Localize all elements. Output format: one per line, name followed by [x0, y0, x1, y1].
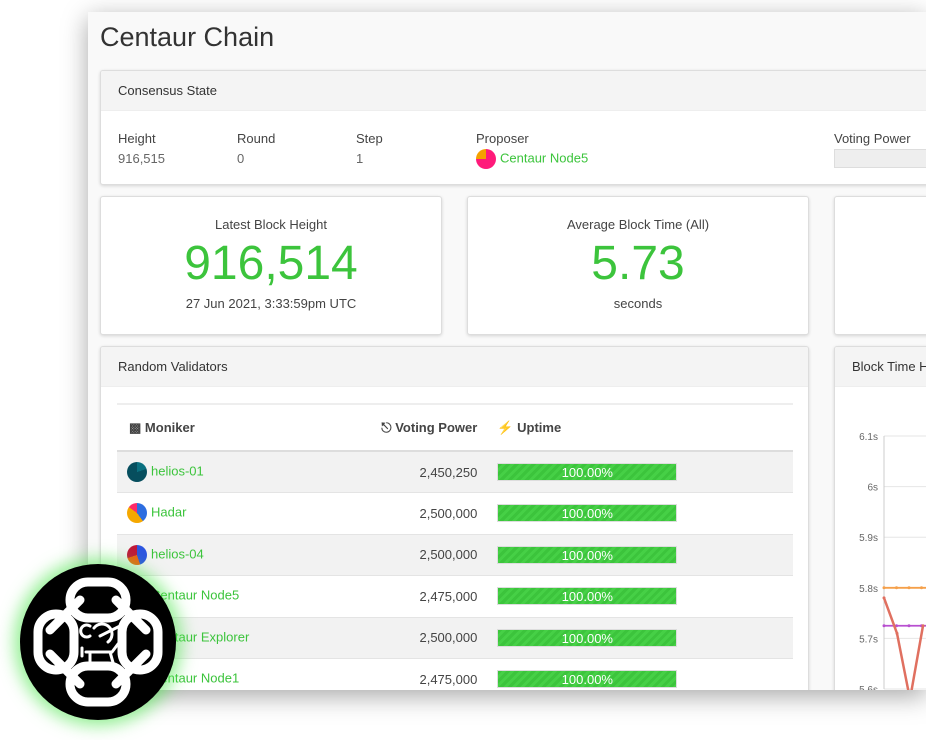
step-label: Step [356, 131, 383, 146]
y-tick-label: 5.7s [859, 634, 878, 645]
series-line [882, 597, 925, 690]
table-row: Hadar 2,500,000 100.00% [117, 492, 793, 535]
uptime-bar: 100.00% [497, 545, 678, 564]
plug-icon: ⎋ [381, 419, 392, 435]
block-time-card: Block Time H 6.1s 6s 5.9s 5.8s 5.7s 5.6s [834, 346, 926, 690]
block-time-header: Block Time H [835, 347, 926, 387]
validator-avatar [127, 503, 147, 524]
latest-block-label: Latest Block Height [214, 217, 327, 232]
col-voting-power: Voting Power [395, 419, 478, 435]
proposer-link[interactable]: Centaur Node5 [500, 150, 589, 166]
validator-link[interactable]: Hadar [151, 504, 187, 520]
table-row: helios-01 2,450,250 100.00% [117, 451, 793, 493]
avg-block-time-card: Average Block Time (All) 5.73 seconds [467, 196, 809, 335]
y-tick-label: 5.8s [859, 584, 878, 595]
data-point [882, 586, 886, 590]
centaur-logo [20, 564, 176, 720]
validator-link[interactable]: helios-01 [151, 463, 204, 479]
table-row: Centaur Node1 2,475,000 100.00% [117, 658, 793, 690]
y-tick-label: 6.1s [859, 432, 878, 443]
col-uptime: Uptime [517, 419, 562, 435]
data-point [907, 586, 911, 590]
table-row: Centaur Explorer 2,500,000 100.00% [117, 617, 793, 659]
chain-centaur-icon [33, 577, 163, 707]
height-value: 916,515 [118, 151, 165, 166]
validators-table: ▩ Moniker ⎋ Voting Power ⚡ Uptime helios… [117, 403, 793, 690]
data-point [895, 586, 898, 590]
validator-voting-power: 2,475,000 [325, 658, 478, 690]
validator-voting-power: 2,450,250 [325, 451, 478, 493]
validator-voting-power: 2,500,000 [325, 492, 478, 535]
avg-block-time-value: 5.73 [591, 237, 685, 290]
round-value: 0 [237, 151, 245, 166]
proposer-avatar [476, 149, 496, 169]
proposer: Centaur Node5 [476, 149, 588, 169]
voting-power-label: Voting Power [834, 131, 911, 146]
height-label: Height [118, 131, 156, 146]
bolt-icon: ⚡ [497, 419, 514, 435]
app-window: Centaur Chain Consensus State Height 916… [88, 12, 926, 690]
data-point [920, 586, 923, 590]
validator-link[interactable]: Centaur Node5 [151, 587, 240, 603]
block-time-chart: 6.1s 6s 5.9s 5.8s 5.7s 5.6s [859, 432, 926, 690]
table-row: Centaur Node5 2,475,000 100.00% [117, 575, 793, 618]
voting-power-bar [834, 149, 926, 168]
y-tick-label: 6s [867, 483, 878, 494]
step-value: 1 [356, 151, 364, 166]
page-title: Centaur Chain [100, 22, 275, 52]
data-point [882, 624, 886, 628]
uptime-bar: 100.00% [497, 463, 678, 481]
validator-voting-power: 2,500,000 [325, 534, 478, 576]
latest-block-time: 27 Jun 2021, 3:33:59pm UTC [185, 296, 357, 311]
y-tick-label: 5.6s [859, 685, 878, 690]
round-label: Round [237, 131, 276, 146]
validator-avatar [127, 462, 147, 482]
table-row: helios-04 2,500,000 100.00% [117, 534, 793, 576]
avg-block-time-label: Average Block Time (All) [566, 217, 710, 232]
uptime-bar: 100.00% [497, 587, 678, 606]
data-point [907, 624, 911, 628]
validator-voting-power: 2,500,000 [325, 617, 478, 659]
stat-card-3 [834, 196, 926, 335]
validators-card: Random Validators ▩ Moniker ⎋ Voting Pow… [100, 346, 809, 690]
uptime-bar: 100.00% [497, 670, 678, 689]
moniker-icon: ▩ [129, 419, 142, 435]
validator-avatar [127, 544, 147, 565]
avg-block-time-unit: seconds [613, 296, 663, 311]
latest-block-card: Latest Block Height 916,514 27 Jun 2021,… [100, 196, 442, 335]
proposer-label: Proposer [476, 131, 529, 146]
col-moniker: Moniker [144, 419, 195, 435]
consensus-header: Consensus State [101, 71, 926, 111]
uptime-bar: 100.00% [497, 504, 678, 523]
data-point [921, 624, 925, 628]
validator-voting-power: 2,475,000 [325, 575, 478, 618]
validator-link[interactable]: helios-04 [151, 546, 204, 562]
validator-link[interactable]: Centaur Node1 [151, 670, 240, 686]
uptime-bar: 100.00% [497, 628, 678, 647]
validators-header: Random Validators [101, 347, 808, 387]
data-point [895, 631, 899, 635]
y-tick-label: 5.9s [859, 533, 878, 544]
data-point [882, 596, 886, 600]
consensus-card: Consensus State Height 916,515 Round 0 S… [100, 70, 926, 185]
latest-block-value: 916,514 [184, 237, 358, 290]
